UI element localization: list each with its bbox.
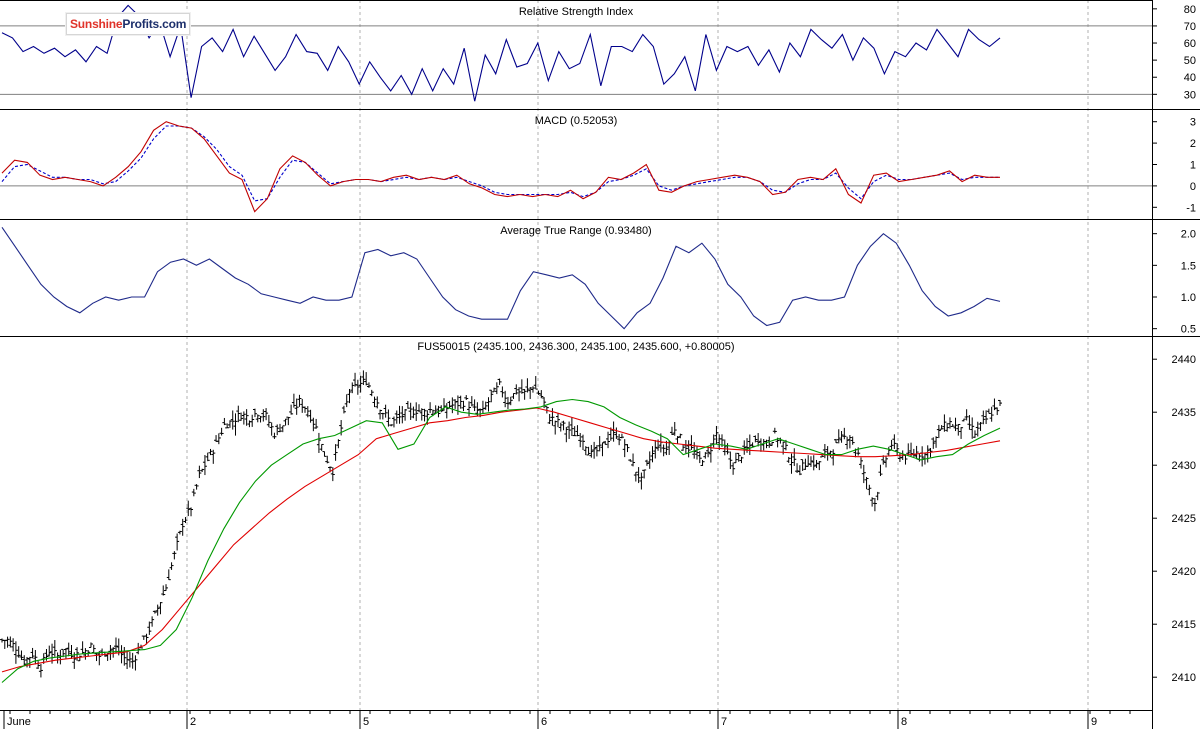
x-tick-label: 8 <box>901 716 907 728</box>
macd-signal-line <box>1 125 1000 202</box>
rsi-line <box>1 4 1001 102</box>
y-tick-label-macd: 3 <box>1190 117 1196 129</box>
x-axis: June 2 5 6 7 8 9 <box>3 710 1131 729</box>
x-tick-label: June <box>7 716 31 728</box>
logo-part1: Sunshine <box>70 17 123 31</box>
rsi-panel <box>0 4 1152 102</box>
y-tick-label-price: 2425 <box>1172 513 1196 525</box>
x-tick-label: 6 <box>541 716 547 728</box>
rsi-panel-title: Relative Strength Index <box>519 6 634 18</box>
y-tick-label-price: 2420 <box>1172 566 1196 578</box>
macd-panel <box>0 121 1152 213</box>
y-tick-label-price: 2410 <box>1172 672 1196 684</box>
sunshine-profits-logo[interactable]: SunshineProfits.com <box>66 13 191 35</box>
y-tick-label-macd: 1 <box>1190 160 1196 172</box>
y-tick-label-price: 2440 <box>1172 354 1196 366</box>
y-tick-label-rsi: 60 <box>1184 38 1196 50</box>
x-tick-label: 2 <box>190 716 196 728</box>
logo-part2: Profits.com <box>122 17 187 31</box>
y-tick-label-rsi: 40 <box>1184 72 1196 84</box>
y-tick-label-price: 2435 <box>1172 407 1196 419</box>
y-tick-label-rsi: 70 <box>1184 21 1196 33</box>
y-tick-label-macd: 2 <box>1190 138 1196 150</box>
y-tick-label-price: 2415 <box>1172 619 1196 631</box>
y-tick-label-rsi: 30 <box>1184 89 1196 101</box>
grid-lines <box>186 0 1089 710</box>
y-tick-label-macd: 0 <box>1190 181 1196 193</box>
x-tick-label: 9 <box>1091 716 1097 728</box>
y-tick-label-atr: 2.0 <box>1181 229 1196 241</box>
y-tick-label-rsi: 50 <box>1184 55 1196 67</box>
price-panel-title: FUS50015 (2435.100, 2436.300, 2435.100, … <box>417 341 734 353</box>
moving-average-fast <box>1 398 1001 683</box>
x-tick-label: 7 <box>721 716 727 728</box>
y-tick-label-rsi: 80 <box>1184 4 1196 16</box>
y-axis-labels: 30 40 50 60 70 80 -1 0 1 2 3 0.5 1.0 1.5 2.0 2410 2415 24… <box>1152 4 1196 684</box>
macd-panel-title: MACD (0.52053) <box>535 115 618 127</box>
y-tick-label-atr: 1.5 <box>1181 260 1196 272</box>
macd-line <box>1 121 1000 213</box>
x-tick-label: 5 <box>363 716 369 728</box>
atr-panel <box>1 226 1001 330</box>
y-tick-label-atr: 0.5 <box>1181 324 1196 336</box>
y-tick-label-price: 2430 <box>1172 460 1196 472</box>
y-tick-label-macd: -1 <box>1186 202 1196 214</box>
moving-average-slow <box>1 407 1001 673</box>
atr-panel-title: Average True Range (0.93480) <box>500 225 651 237</box>
y-tick-label-atr: 1.0 <box>1181 292 1196 304</box>
atr-line <box>1 226 1001 330</box>
price-panel <box>0 370 1002 683</box>
